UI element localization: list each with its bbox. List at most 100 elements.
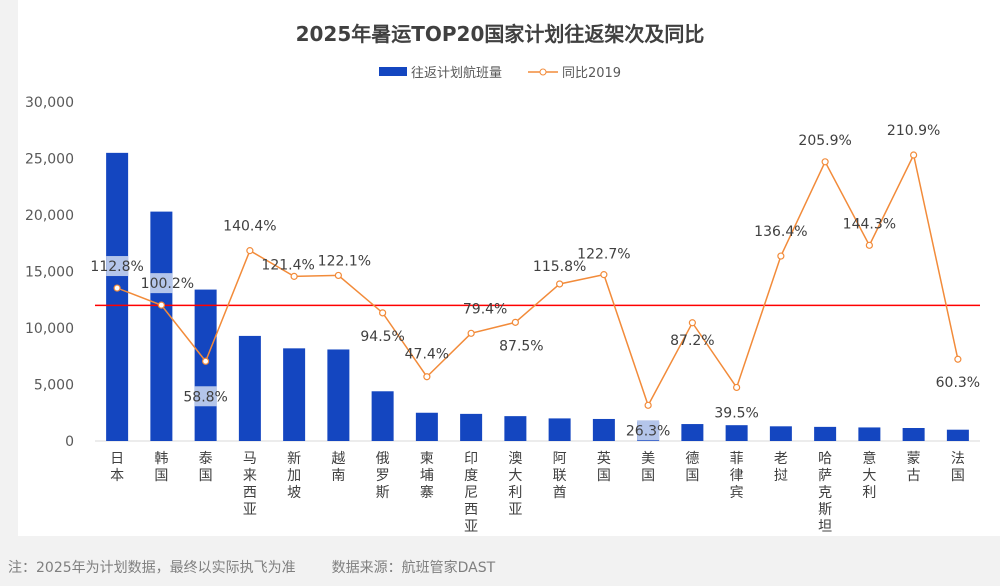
legend-swatch-bar <box>378 67 407 76</box>
x-tick-label: 度 <box>464 468 478 484</box>
y-tick-label: 5,000 <box>34 378 74 394</box>
y-tick-label: 20,000 <box>25 208 74 224</box>
x-tick-label: 老 <box>774 451 788 467</box>
x-tick-label: 意 <box>862 450 876 467</box>
x-tick-label: 日 <box>110 451 124 467</box>
data-label: 122.7% <box>577 247 630 263</box>
line-point <box>157 301 165 309</box>
x-tick-label: 埔 <box>420 468 434 484</box>
x-tick-label: 罗 <box>376 468 390 484</box>
x-tick-label: 国 <box>154 468 168 484</box>
data-label: 26.3% <box>626 423 670 439</box>
x-tick-label: 联 <box>553 468 567 484</box>
line-point <box>688 319 696 327</box>
line-point <box>290 272 298 280</box>
x-tick-label: 加 <box>287 468 301 484</box>
x-tick-label: 酋 <box>553 484 567 501</box>
x-tick-label: 泰 <box>199 451 213 467</box>
x-tick-label: 澳 <box>508 451 522 467</box>
x-tick-label: 韩 <box>154 451 168 467</box>
bar <box>548 418 571 441</box>
x-tick-label: 新 <box>287 451 301 467</box>
line-point <box>467 329 475 337</box>
data-label-bg <box>194 386 217 407</box>
line-point <box>202 357 210 365</box>
line-point <box>246 247 254 255</box>
x-tick-label: 挝 <box>774 468 788 484</box>
footer-source: 数据来源：航班管家DAST <box>331 560 496 576</box>
bar <box>814 426 837 441</box>
x-tick-label: 国 <box>199 468 213 484</box>
bar <box>504 416 527 441</box>
bar <box>902 428 925 441</box>
legend-item-line: 同比2019 <box>527 62 622 81</box>
x-tick-label: 大 <box>508 468 522 484</box>
x-tick-label: 国 <box>597 468 611 484</box>
x-tick-label: 尼 <box>464 485 478 501</box>
bar <box>371 391 394 441</box>
data-label: 122.1% <box>318 253 371 269</box>
x-tick-label: 利 <box>508 485 522 501</box>
x-tick-label: 国 <box>685 468 699 484</box>
x-tick-label: 古 <box>907 468 921 484</box>
data-label: 144.3% <box>843 216 896 232</box>
x-tick-label: 菲 <box>730 451 744 467</box>
bar <box>238 335 261 441</box>
data-label: 39.5% <box>714 405 758 421</box>
data-label: 79.4% <box>463 301 507 317</box>
data-label: 94.5% <box>360 329 404 345</box>
bar <box>769 426 792 441</box>
legend-label-bar: 往返计划航班量 <box>410 66 502 81</box>
x-tick-label: 西 <box>243 485 257 501</box>
line-point <box>910 151 918 159</box>
footer: 注：2025年为计划数据，最终以实际执飞为准 数据来源：航班管家DAST <box>8 557 495 577</box>
data-label: 115.8% <box>533 259 586 275</box>
line-point <box>644 401 652 409</box>
y-tick-label: 30,000 <box>25 95 74 111</box>
y-tick-label: 0 <box>65 434 74 450</box>
line-point <box>511 318 519 326</box>
line-point <box>821 158 829 166</box>
x-tick-label: 德 <box>685 451 699 467</box>
x-tick-label: 来 <box>243 468 257 484</box>
chart-card <box>18 0 1000 536</box>
data-label: 112.8% <box>90 259 143 275</box>
y-tick-label: 25,000 <box>25 152 74 168</box>
x-tick-label: 斯 <box>818 502 832 518</box>
x-tick-label: 印 <box>464 451 478 467</box>
data-label: 47.4% <box>405 347 449 363</box>
bar <box>946 429 969 441</box>
x-tick-label: 大 <box>862 468 876 484</box>
line-point <box>423 373 431 381</box>
x-tick-label: 克 <box>818 485 832 501</box>
bar <box>858 427 881 441</box>
x-tick-label: 美 <box>641 451 655 467</box>
x-tick-label: 萨 <box>818 468 832 484</box>
line-series <box>116 152 959 408</box>
line-point <box>334 271 342 280</box>
line-point <box>733 383 741 392</box>
x-tick-label: 哈 <box>818 451 832 467</box>
x-tick-label: 坦 <box>818 519 832 535</box>
x-tick-label: 阿 <box>553 451 567 467</box>
legend-swatch-line <box>527 68 558 75</box>
x-tick-label: 俄 <box>376 451 390 467</box>
bar <box>327 349 350 441</box>
x-tick-label: 柬 <box>420 451 434 467</box>
bar <box>592 418 615 441</box>
x-tick-label: 律 <box>730 468 744 484</box>
x-tick-label: 越 <box>331 451 345 467</box>
line-point <box>113 284 121 292</box>
bar <box>460 413 483 441</box>
legend-label-line: 同比2019 <box>561 66 622 81</box>
data-label: 140.4% <box>223 219 276 235</box>
line-point <box>865 241 873 249</box>
data-label: 87.5% <box>499 338 543 354</box>
bar <box>415 412 438 441</box>
bar <box>194 289 217 441</box>
data-label: 210.9% <box>887 123 940 139</box>
footer-note: 注：2025年为计划数据，最终以实际执飞为准 <box>8 560 296 576</box>
bar <box>283 348 306 441</box>
